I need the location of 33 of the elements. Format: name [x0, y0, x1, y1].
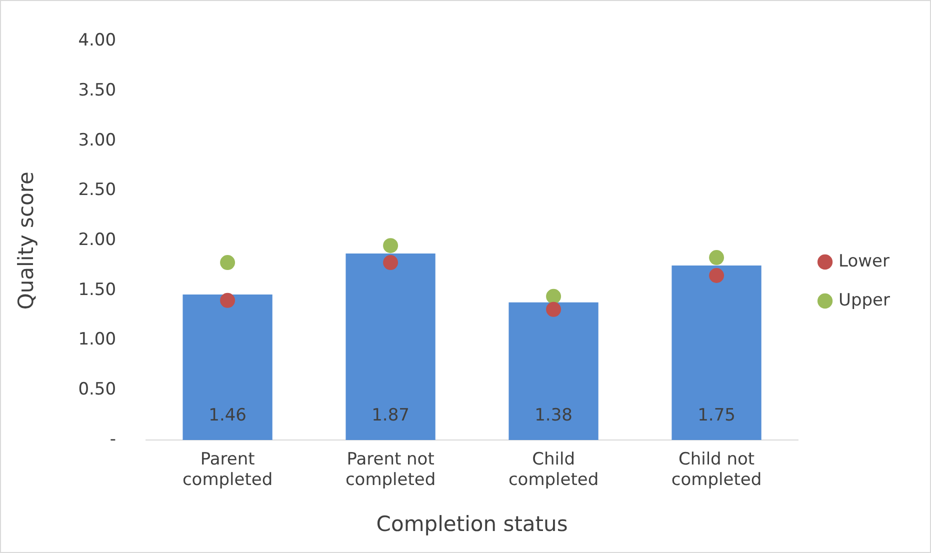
data-label: 1.87 [372, 405, 410, 426]
legend-label: Lower [838, 251, 890, 272]
x-tick-label: Child not completed [671, 450, 762, 490]
bar [672, 266, 762, 440]
y-tick-label: 1.00 [78, 330, 116, 350]
y-tick-label: - [110, 429, 116, 450]
x-tick-label: Parent completed [182, 450, 273, 490]
bar [182, 294, 272, 440]
y-tick-label: 3.00 [78, 130, 116, 150]
x-tick-label: Parent not completed [345, 450, 436, 490]
point [220, 255, 236, 270]
y-tick-label: 4.00 [78, 30, 116, 51]
x-tick-label: Child completed [508, 450, 599, 490]
y-axis-title: Quality score [14, 172, 38, 310]
point [220, 292, 236, 308]
point [546, 288, 562, 304]
y-tick-label: 2.50 [78, 180, 116, 200]
x-axis-title: Completion status [376, 512, 568, 536]
y-tick-label: 2.00 [78, 230, 116, 250]
bar [346, 254, 436, 440]
data-label: 1.75 [698, 405, 736, 426]
y-tick-label: 0.50 [78, 380, 116, 400]
point [709, 250, 724, 266]
legend-label: Upper [838, 290, 890, 310]
point [546, 302, 562, 317]
y-tick-label: 1.50 [78, 280, 116, 300]
y-tick-label: 3.50 [78, 80, 116, 100]
point [709, 268, 724, 283]
point [383, 255, 398, 270]
bar [508, 302, 598, 440]
data-label: 1.46 [208, 405, 246, 426]
data-label: 1.38 [534, 405, 572, 426]
point [383, 238, 398, 254]
